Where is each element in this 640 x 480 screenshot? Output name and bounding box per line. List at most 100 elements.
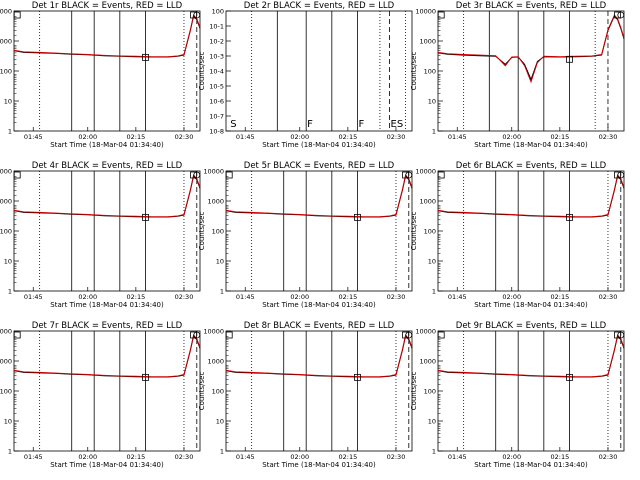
x-tick-label: 02:30 xyxy=(387,133,406,141)
x-tick-label: 02:00 xyxy=(502,293,521,301)
y-tick-label: 10-4 xyxy=(209,67,224,75)
y-tick-label: 10000 xyxy=(415,167,436,175)
y-tick-label: 10000 xyxy=(203,167,224,175)
x-tick-label: 02:30 xyxy=(599,453,618,461)
circle-marker xyxy=(193,11,201,19)
y-tick-label: 10000 xyxy=(415,7,436,15)
circle-marker xyxy=(617,171,625,179)
lld-series-line xyxy=(437,14,625,84)
events-series-line xyxy=(225,334,413,378)
y-tick-label: 10-5 xyxy=(209,82,224,90)
y-tick-label: 1 xyxy=(432,127,436,135)
x-tick-label: 01:45 xyxy=(24,453,43,461)
x-tick-label: 02:15 xyxy=(550,133,569,141)
y-tick-label: 1000 xyxy=(419,197,436,205)
x-axis-label: Start Time (18-Mar-04 01:34:40) xyxy=(474,141,588,149)
lld-series-line xyxy=(225,334,413,378)
x-tick-label: 02:30 xyxy=(175,453,194,461)
y-tick-label: 10000 xyxy=(203,327,224,335)
x-tick-label: 02:15 xyxy=(550,453,569,461)
y-tick-label: 100 xyxy=(212,387,224,395)
x-tick-label: 02:00 xyxy=(290,453,309,461)
x-axis-label: Start Time (18-Mar-04 01:34:40) xyxy=(474,301,588,309)
square-marker xyxy=(614,11,621,19)
y-tick-label: 1 xyxy=(8,127,12,135)
x-tick-label: 02:30 xyxy=(599,133,618,141)
y-tick-label: 10 xyxy=(216,257,224,265)
y-tick-label: 100 xyxy=(424,387,436,395)
x-tick-label: 02:00 xyxy=(502,453,521,461)
y-tick-label: 100 xyxy=(0,387,12,395)
plot-frame xyxy=(437,330,625,452)
segment-letter: S xyxy=(230,119,236,130)
x-tick-label: 02:15 xyxy=(338,133,357,141)
x-axis-label: Start Time (18-Mar-04 01:34:40) xyxy=(262,461,376,469)
square-marker xyxy=(354,213,361,221)
x-tick-label: 02:30 xyxy=(387,293,406,301)
y-tick-label: 1000 xyxy=(0,37,12,45)
square-marker xyxy=(614,171,621,179)
panel-det-7: Det 7r BLACK = Events, RED = LLD 1 10 100 10… xyxy=(0,321,201,469)
y-tick-label: 1 xyxy=(432,287,436,295)
circle-marker xyxy=(193,331,201,339)
square-marker xyxy=(13,331,21,339)
y-tick-label: 1 xyxy=(220,447,224,455)
x-tick-label: 02:30 xyxy=(175,133,194,141)
square-marker xyxy=(190,331,197,339)
lld-series-line xyxy=(13,14,201,58)
circle-marker xyxy=(405,171,413,179)
y-tick-label: 1 xyxy=(8,287,12,295)
x-axis-label: Start Time (18-Mar-04 01:34:40) xyxy=(474,461,588,469)
y-tick-label: 10000 xyxy=(0,7,12,15)
x-tick-label: 02:15 xyxy=(126,453,145,461)
panel-title: Det 2r BLACK = Events, RED = LLD xyxy=(244,1,395,11)
x-tick-label: 02:00 xyxy=(78,453,97,461)
circle-marker xyxy=(405,331,413,339)
y-tick-label: 10-1 xyxy=(209,22,224,30)
events-series-line xyxy=(13,174,201,218)
x-tick-label: 02:30 xyxy=(387,453,406,461)
y-tick-label: 10000 xyxy=(0,167,12,175)
y-tick-label: 10 xyxy=(4,257,12,265)
y-tick-label: 100 xyxy=(212,227,224,235)
square-marker xyxy=(13,11,21,19)
y-tick-label: 1000 xyxy=(207,197,224,205)
square-marker xyxy=(566,373,573,381)
square-marker xyxy=(142,53,149,61)
y-tick-label: 1000 xyxy=(419,357,436,365)
square-marker xyxy=(566,213,573,221)
segment-letter: F xyxy=(358,119,364,130)
y-tick-label: 10-7 xyxy=(209,112,224,120)
x-tick-label: 02:15 xyxy=(126,133,145,141)
panel-title: Det 4r BLACK = Events, RED = LLD xyxy=(32,161,183,171)
x-axis-label: Start Time (18-Mar-04 01:34:40) xyxy=(262,301,376,309)
circle-marker xyxy=(617,11,625,19)
x-tick-label: 01:45 xyxy=(24,133,43,141)
y-tick-label: 100 xyxy=(0,227,12,235)
lld-series-line xyxy=(13,174,201,218)
events-series-line xyxy=(437,334,625,378)
panel-det-5: Det 5r BLACK = Events, RED = LLD 1 10 100 10… xyxy=(198,161,413,309)
events-series-line xyxy=(437,174,625,218)
y-tick-label: 10 xyxy=(428,97,436,105)
y-axis-label: Counts/sec xyxy=(198,372,206,411)
x-tick-label: 01:45 xyxy=(448,453,467,461)
panel-title: Det 3r BLACK = Events, RED = LLD xyxy=(456,1,607,11)
lld-series-line xyxy=(437,174,625,218)
panel-title: Det 5r BLACK = Events, RED = LLD xyxy=(244,161,395,171)
x-tick-label: 02:00 xyxy=(78,133,97,141)
x-tick-label: 02:15 xyxy=(550,293,569,301)
x-tick-label: 01:45 xyxy=(236,293,255,301)
y-tick-label: 100 xyxy=(212,7,224,15)
segment-letter: ES xyxy=(391,119,404,130)
y-tick-label: 1000 xyxy=(419,37,436,45)
x-tick-label: 02:30 xyxy=(599,293,618,301)
square-marker xyxy=(437,11,445,19)
y-axis-label: Counts/sec xyxy=(410,212,418,251)
x-tick-label: 02:00 xyxy=(78,293,97,301)
panel-det-8: Det 8r BLACK = Events, RED = LLD 1 10 100 10… xyxy=(198,321,413,469)
x-tick-label: 01:45 xyxy=(448,293,467,301)
x-tick-label: 01:45 xyxy=(236,453,255,461)
panel-title: Det 6r BLACK = Events, RED = LLD xyxy=(456,161,607,171)
